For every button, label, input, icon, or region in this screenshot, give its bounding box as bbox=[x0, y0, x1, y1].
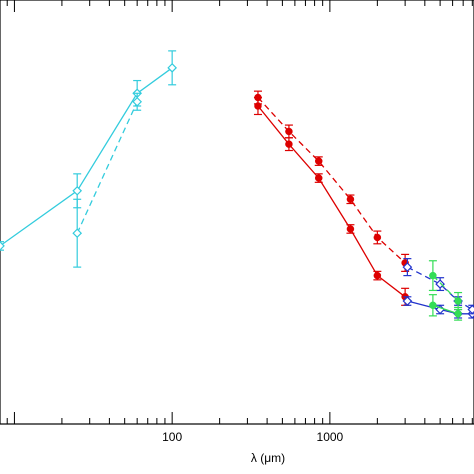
series-3 bbox=[253, 90, 410, 272]
series-line bbox=[257, 105, 406, 298]
series-line bbox=[257, 97, 406, 264]
series-line bbox=[0, 67, 173, 247]
series-6 bbox=[428, 260, 463, 311]
x-tick-labels: 100 1000 bbox=[162, 430, 343, 444]
data-point bbox=[0, 241, 5, 251]
data-point bbox=[285, 127, 293, 136]
plot-frame bbox=[0, 0, 474, 425]
data-point bbox=[72, 185, 83, 196]
series-1 bbox=[72, 92, 143, 268]
x-axis-label: λ (μm) bbox=[251, 451, 285, 465]
data-point bbox=[346, 225, 355, 233]
x-tick-label: 1000 bbox=[317, 430, 344, 444]
data-point bbox=[132, 96, 143, 107]
series-line bbox=[76, 101, 138, 234]
data-point bbox=[314, 174, 323, 182]
data-point bbox=[454, 297, 462, 305]
series-line bbox=[432, 304, 459, 315]
data-point bbox=[346, 195, 355, 204]
series-2 bbox=[253, 96, 410, 306]
x-tick-label: 100 bbox=[162, 430, 182, 444]
data-point bbox=[373, 271, 382, 280]
data-point bbox=[314, 157, 323, 165]
data-point bbox=[254, 93, 262, 102]
data-point bbox=[429, 271, 437, 280]
data-point bbox=[429, 301, 437, 310]
data-point bbox=[285, 140, 293, 148]
data-point bbox=[72, 228, 83, 239]
series-7 bbox=[428, 294, 463, 321]
data-point bbox=[467, 304, 474, 315]
series-layer bbox=[0, 50, 474, 321]
x-ticks bbox=[6, 0, 473, 424]
data-point bbox=[435, 279, 445, 289]
series-line bbox=[407, 300, 473, 315]
data-point bbox=[402, 296, 413, 306]
series-line bbox=[432, 275, 459, 302]
data-point bbox=[454, 310, 462, 318]
data-point bbox=[373, 233, 382, 242]
data-point bbox=[402, 262, 413, 272]
data-point bbox=[167, 62, 178, 73]
series-0 bbox=[0, 50, 178, 251]
